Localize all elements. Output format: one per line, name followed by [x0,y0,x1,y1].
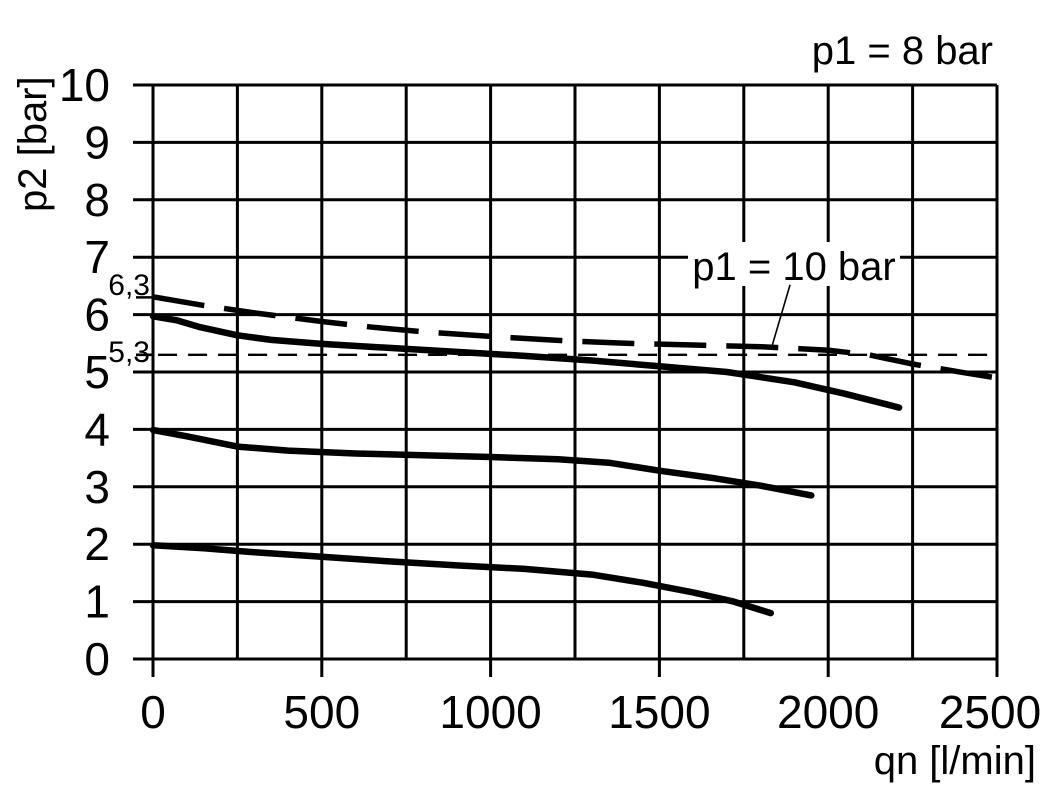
x-tick-label: 2500 [939,686,1041,738]
series-curve [149,542,775,617]
y-tick-label: 9 [84,116,110,168]
y-tick-label: 1 [84,576,110,628]
x-tick-label: 1500 [608,686,710,738]
x-tick-label: 1000 [439,686,541,738]
y-tick-label: 10 [59,59,110,111]
series-curve [152,294,1008,383]
annotation-leader-line [771,284,791,347]
series-curve [149,426,815,499]
label-5-3: 5,3 [108,336,150,369]
x-tick-label: 2000 [777,686,879,738]
label-6-3: 6,3 [108,269,150,302]
annotation-p1-10bar: p1 = 10 bar [692,245,896,289]
x-tick-label: 0 [140,686,166,738]
y-tick-label: 7 [84,231,110,283]
y-tick-label: 8 [84,174,110,226]
y-tick-label: 5 [84,346,110,398]
annotation-p1-10bar-background [688,242,900,286]
y-tick-label: 6 [84,289,110,341]
y-tick-label: 0 [84,633,110,685]
y-tick-label: 3 [84,461,110,513]
y-tick-label: 4 [84,403,110,455]
x-axis-title: qn [l/min] [874,739,1036,783]
y-tick-label: 2 [84,518,110,570]
y-axis-title: p2 [bar] [11,76,55,212]
x-tick-label: 500 [283,686,360,738]
annotation-p1-8bar: p1 = 8 bar [812,29,993,73]
series-curve [149,313,903,411]
